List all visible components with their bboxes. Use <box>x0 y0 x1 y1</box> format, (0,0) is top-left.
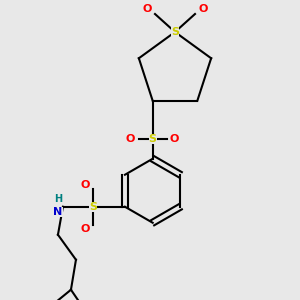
Text: O: O <box>170 134 179 144</box>
Text: O: O <box>80 180 90 190</box>
Text: H: H <box>54 194 62 204</box>
Text: O: O <box>80 224 90 234</box>
Text: O: O <box>126 134 135 144</box>
Text: N: N <box>53 207 63 217</box>
Text: O: O <box>142 4 152 14</box>
Text: S: S <box>171 27 179 37</box>
Text: S: S <box>149 134 157 144</box>
Text: O: O <box>198 4 208 14</box>
Text: S: S <box>89 202 97 212</box>
